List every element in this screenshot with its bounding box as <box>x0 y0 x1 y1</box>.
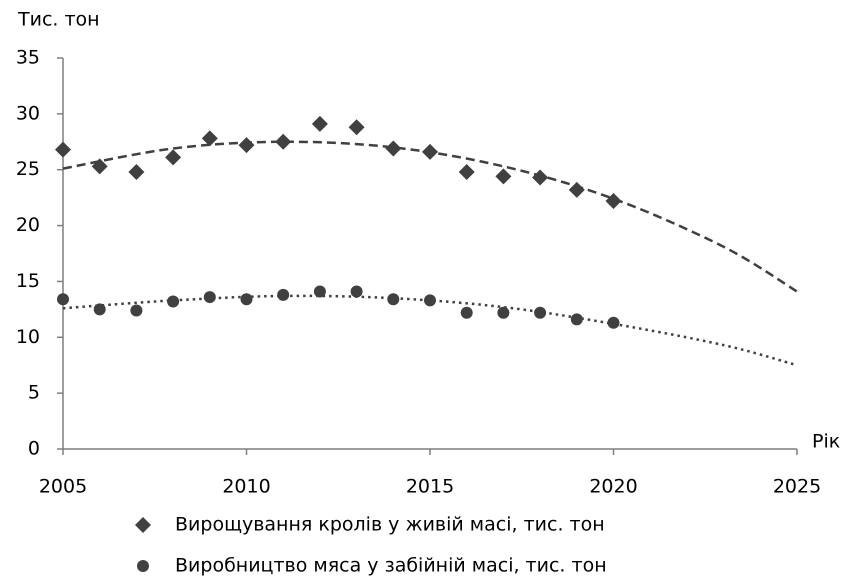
legend-label: Вирощування кролів у живій масі, тис. то… <box>175 514 605 536</box>
y-tick-label: 5 <box>28 382 40 404</box>
legend-marker <box>137 560 149 572</box>
y-tick-label: 35 <box>16 47 40 69</box>
y-tick-label: 10 <box>16 326 40 348</box>
circle-marker <box>387 293 400 306</box>
circle-marker <box>313 285 326 298</box>
diamond-marker <box>55 141 71 158</box>
circle-marker <box>607 316 620 329</box>
diamond-marker <box>91 158 108 175</box>
diamond-marker <box>275 133 292 150</box>
circle-marker <box>203 291 216 304</box>
trend-line <box>62 294 798 367</box>
diamond-marker <box>458 163 475 180</box>
diamond-marker <box>201 130 218 147</box>
diamond-marker <box>422 143 438 160</box>
x-axis-label: Рік <box>812 431 840 453</box>
x-tick-label: 2010 <box>222 476 270 498</box>
x-tick-label: 2025 <box>773 476 821 498</box>
diamond-marker <box>238 137 255 154</box>
circle-marker <box>130 304 143 317</box>
trend-line <box>62 140 798 293</box>
circle-marker <box>93 303 106 316</box>
y-tick-label: 25 <box>16 158 40 180</box>
circle-marker <box>57 293 69 306</box>
circle-marker <box>534 306 547 319</box>
circle-marker <box>167 295 180 308</box>
x-tick-label: 2005 <box>39 476 87 498</box>
circle-marker <box>497 306 510 319</box>
circle-marker <box>570 313 583 326</box>
diamond-marker <box>605 192 622 209</box>
x-tick-label: 2015 <box>406 476 454 498</box>
diamond-marker <box>311 115 328 132</box>
circle-marker <box>350 285 363 298</box>
diamond-marker <box>128 163 145 180</box>
diamond-marker <box>532 169 549 186</box>
y-tick-label: 30 <box>16 102 40 124</box>
y-tick-label: 20 <box>16 214 40 236</box>
diamond-marker <box>348 119 365 136</box>
legend-label: Виробництво мяса у забійній масі, тис. т… <box>175 555 607 577</box>
diamond-marker <box>568 181 585 198</box>
diamond-marker <box>385 140 402 157</box>
y-tick-label: 15 <box>16 270 40 292</box>
circle-marker <box>277 288 290 301</box>
x-tick-label: 2020 <box>589 476 637 498</box>
circle-marker <box>240 293 253 306</box>
circle-marker <box>460 306 473 319</box>
diamond-marker <box>495 168 512 185</box>
circle-marker <box>424 294 436 307</box>
diamond-marker <box>165 149 182 166</box>
y-tick-label: 0 <box>28 438 40 460</box>
legend-marker <box>135 517 151 533</box>
y-axis-label: Тис. тон <box>17 9 100 31</box>
